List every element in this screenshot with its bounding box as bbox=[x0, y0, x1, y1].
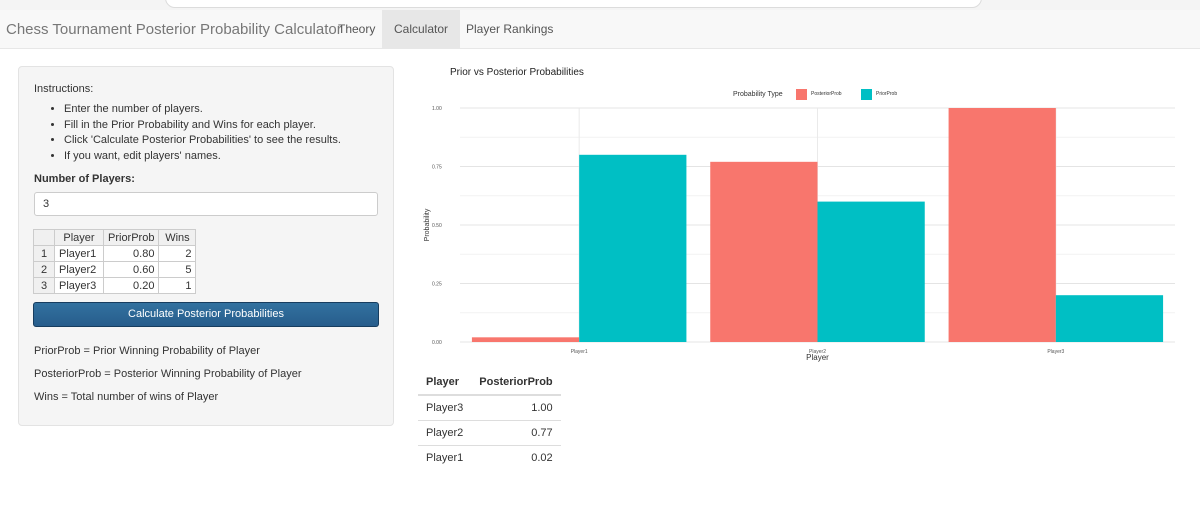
table-corner bbox=[33, 229, 55, 246]
column-header-priorprob[interactable]: PriorProb bbox=[102, 229, 160, 246]
chart-title: Prior vs Posterior Probabilities bbox=[450, 67, 584, 78]
legend-title: Probability Type bbox=[733, 91, 783, 98]
bar-posteriorprob bbox=[948, 108, 1056, 342]
posterior-results-table: Player PosteriorProb Player3 1.00 Player… bbox=[418, 370, 561, 470]
results-player-cell: Player2 bbox=[418, 420, 472, 446]
y-tick-label: 0.75 bbox=[432, 165, 442, 171]
table-row: 1 Player1 0.80 2 bbox=[33, 245, 197, 262]
row-header[interactable]: 2 bbox=[33, 261, 55, 278]
note-priorprob: PriorProb = Prior Winning Probability of… bbox=[34, 345, 260, 357]
tab-theory[interactable]: Theory bbox=[338, 22, 376, 36]
instruction-item: Click 'Calculate Posterior Probabilities… bbox=[64, 133, 341, 149]
app-title: Chess Tournament Posterior Probability C… bbox=[6, 21, 342, 38]
tab-calculator[interactable]: Calculator bbox=[382, 10, 461, 48]
bar-priorprob bbox=[1055, 295, 1164, 342]
x-tick-label: Player2 bbox=[809, 349, 826, 355]
bar-posteriorprob bbox=[710, 161, 818, 342]
prior-prob-cell[interactable]: 0.20 bbox=[102, 277, 160, 294]
player-name-cell[interactable]: Player1 bbox=[54, 245, 104, 262]
results-posterior-cell: 0.02 bbox=[471, 445, 561, 470]
browser-top-strip bbox=[0, 0, 1200, 10]
wins-cell[interactable]: 2 bbox=[158, 245, 197, 262]
results-player-cell: Player3 bbox=[418, 394, 472, 421]
legend-key-posterior bbox=[796, 89, 807, 100]
instructions-title: Instructions: bbox=[34, 83, 94, 95]
wins-cell[interactable]: 1 bbox=[158, 277, 197, 294]
results-posterior-cell: 0.77 bbox=[471, 420, 561, 446]
table-row: Player2 0.77 bbox=[418, 420, 561, 446]
num-players-input[interactable]: 3 bbox=[34, 192, 378, 216]
x-axis-label: Player bbox=[806, 353, 829, 362]
row-header[interactable]: 1 bbox=[33, 245, 55, 262]
note-wins: Wins = Total number of wins of Player bbox=[34, 391, 219, 403]
y-tick-label: 0.25 bbox=[432, 282, 442, 288]
bar-posteriorprob bbox=[471, 337, 580, 342]
bar-priorprob bbox=[817, 201, 925, 342]
navbar: Chess Tournament Posterior Probability C… bbox=[0, 10, 1200, 49]
tab-player-rankings[interactable]: Player Rankings bbox=[466, 22, 554, 36]
instruction-item: Enter the number of players. bbox=[64, 102, 341, 118]
instruction-item: Fill in the Prior Probability and Wins f… bbox=[64, 118, 341, 134]
prior-prob-cell[interactable]: 0.80 bbox=[102, 245, 160, 262]
prior-prob-cell[interactable]: 0.60 bbox=[102, 261, 160, 278]
row-header[interactable]: 3 bbox=[33, 277, 55, 294]
bar-priorprob bbox=[579, 154, 687, 342]
column-header-wins[interactable]: Wins bbox=[158, 229, 197, 246]
y-tick-label: 1.00 bbox=[432, 106, 442, 112]
x-tick-label: Player3 bbox=[1047, 349, 1064, 355]
player-input-table: Player PriorProb Wins 1 Player1 0.80 2 2… bbox=[33, 229, 197, 294]
results-header-posteriorprob: PosteriorProb bbox=[471, 370, 561, 396]
x-tick-label: Player1 bbox=[571, 349, 588, 355]
column-header-player[interactable]: Player bbox=[54, 229, 104, 246]
player-name-cell[interactable]: Player3 bbox=[54, 277, 104, 294]
player-name-cell[interactable]: Player2 bbox=[54, 261, 104, 278]
calculate-button[interactable]: Calculate Posterior Probabilities bbox=[33, 302, 379, 327]
num-players-label: Number of Players: bbox=[34, 173, 135, 185]
results-player-cell: Player1 bbox=[418, 445, 472, 470]
instruction-item: If you want, edit players' names. bbox=[64, 149, 341, 165]
legend-key-prior bbox=[861, 89, 872, 100]
y-tick-label: 0.00 bbox=[432, 340, 442, 346]
table-row: 2 Player2 0.60 5 bbox=[33, 261, 197, 278]
table-row: 3 Player3 0.20 1 bbox=[33, 277, 197, 294]
note-posteriorprob: PosteriorProb = Posterior Winning Probab… bbox=[34, 368, 302, 380]
table-row: Player1 0.02 bbox=[418, 445, 561, 470]
legend-label-prior: PriorProb bbox=[876, 91, 897, 97]
sidebar-panel: Instructions: Enter the number of player… bbox=[18, 66, 394, 426]
results-posterior-cell: 1.00 bbox=[471, 394, 561, 421]
y-tick-label: 0.50 bbox=[432, 223, 442, 229]
y-axis-label: Probability bbox=[424, 208, 431, 241]
instructions-list: Enter the number of players. Fill in the… bbox=[49, 102, 341, 164]
legend-label-posterior: PosteriorProb bbox=[811, 91, 842, 97]
table-row: Player3 1.00 bbox=[418, 394, 561, 421]
results-header-player: Player bbox=[418, 370, 472, 396]
wins-cell[interactable]: 5 bbox=[158, 261, 197, 278]
browser-address-bar[interactable] bbox=[165, 0, 982, 8]
